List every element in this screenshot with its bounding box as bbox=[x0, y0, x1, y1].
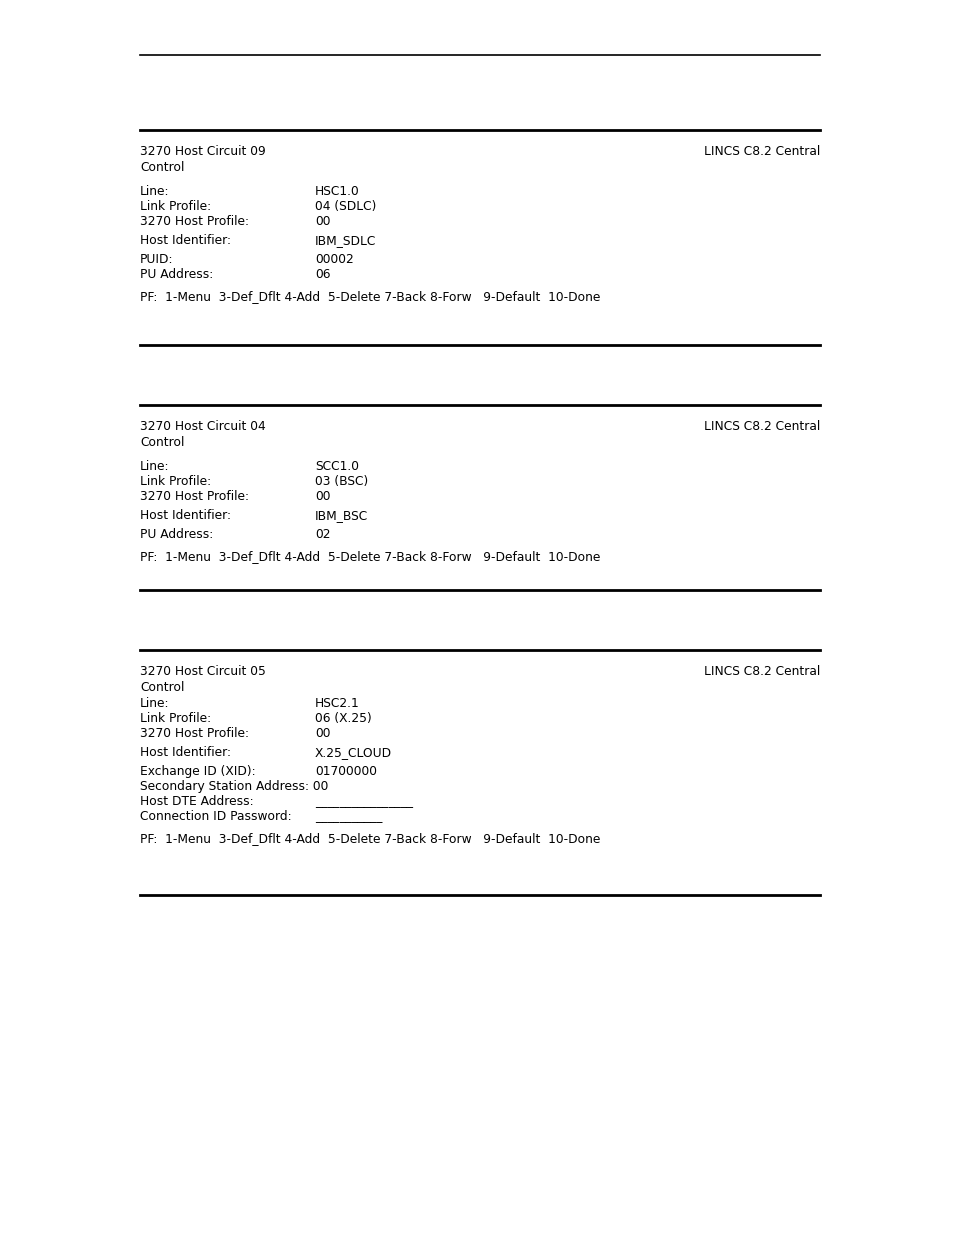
Text: Link Profile:: Link Profile: bbox=[140, 475, 211, 488]
Text: Line:: Line: bbox=[140, 459, 170, 473]
Text: 3270 Host Circuit 09: 3270 Host Circuit 09 bbox=[140, 144, 266, 158]
Text: HSC1.0: HSC1.0 bbox=[314, 185, 359, 198]
Text: 02: 02 bbox=[314, 529, 330, 541]
Text: 3270 Host Circuit 04: 3270 Host Circuit 04 bbox=[140, 420, 266, 433]
Text: Control: Control bbox=[140, 436, 184, 450]
Text: ________________: ________________ bbox=[314, 795, 413, 808]
Text: 04 (SDLC): 04 (SDLC) bbox=[314, 200, 376, 212]
Text: 3270 Host Profile:: 3270 Host Profile: bbox=[140, 215, 249, 228]
Text: 00002: 00002 bbox=[314, 253, 354, 266]
Text: PF:  1-Menu  3-Def_Dflt 4-Add  5-Delete 7-Back 8-Forw   9-Default  10-Done: PF: 1-Menu 3-Def_Dflt 4-Add 5-Delete 7-B… bbox=[140, 550, 599, 563]
Text: 01700000: 01700000 bbox=[314, 764, 376, 778]
Text: 00: 00 bbox=[314, 215, 330, 228]
Text: 06: 06 bbox=[314, 268, 330, 282]
Text: PF:  1-Menu  3-Def_Dflt 4-Add  5-Delete 7-Back 8-Forw   9-Default  10-Done: PF: 1-Menu 3-Def_Dflt 4-Add 5-Delete 7-B… bbox=[140, 832, 599, 845]
Text: PU Address:: PU Address: bbox=[140, 268, 213, 282]
Text: Host DTE Address:: Host DTE Address: bbox=[140, 795, 253, 808]
Text: LINCS C8.2 Central: LINCS C8.2 Central bbox=[703, 144, 820, 158]
Text: Line:: Line: bbox=[140, 185, 170, 198]
Text: IBM_SDLC: IBM_SDLC bbox=[314, 233, 376, 247]
Text: Host Identifier:: Host Identifier: bbox=[140, 509, 231, 522]
Text: LINCS C8.2 Central: LINCS C8.2 Central bbox=[703, 420, 820, 433]
Text: Exchange ID (XID):: Exchange ID (XID): bbox=[140, 764, 255, 778]
Text: ___________: ___________ bbox=[314, 810, 382, 823]
Text: Link Profile:: Link Profile: bbox=[140, 200, 211, 212]
Text: 3270 Host Profile:: 3270 Host Profile: bbox=[140, 727, 249, 740]
Text: Secondary Station Address: 00: Secondary Station Address: 00 bbox=[140, 781, 328, 793]
Text: 03 (BSC): 03 (BSC) bbox=[314, 475, 368, 488]
Text: IBM_BSC: IBM_BSC bbox=[314, 509, 368, 522]
Text: PUID:: PUID: bbox=[140, 253, 173, 266]
Text: Host Identifier:: Host Identifier: bbox=[140, 746, 231, 760]
Text: HSC2.1: HSC2.1 bbox=[314, 697, 359, 710]
Text: 00: 00 bbox=[314, 727, 330, 740]
Text: Connection ID Password:: Connection ID Password: bbox=[140, 810, 292, 823]
Text: Control: Control bbox=[140, 680, 184, 694]
Text: Control: Control bbox=[140, 161, 184, 174]
Text: 3270 Host Profile:: 3270 Host Profile: bbox=[140, 490, 249, 503]
Text: Line:: Line: bbox=[140, 697, 170, 710]
Text: 06 (X.25): 06 (X.25) bbox=[314, 713, 372, 725]
Text: 00: 00 bbox=[314, 490, 330, 503]
Text: Link Profile:: Link Profile: bbox=[140, 713, 211, 725]
Text: PF:  1-Menu  3-Def_Dflt 4-Add  5-Delete 7-Back 8-Forw   9-Default  10-Done: PF: 1-Menu 3-Def_Dflt 4-Add 5-Delete 7-B… bbox=[140, 290, 599, 303]
Text: LINCS C8.2 Central: LINCS C8.2 Central bbox=[703, 664, 820, 678]
Text: SCC1.0: SCC1.0 bbox=[314, 459, 358, 473]
Text: Host Identifier:: Host Identifier: bbox=[140, 233, 231, 247]
Text: 3270 Host Circuit 05: 3270 Host Circuit 05 bbox=[140, 664, 266, 678]
Text: PU Address:: PU Address: bbox=[140, 529, 213, 541]
Text: X.25_CLOUD: X.25_CLOUD bbox=[314, 746, 392, 760]
